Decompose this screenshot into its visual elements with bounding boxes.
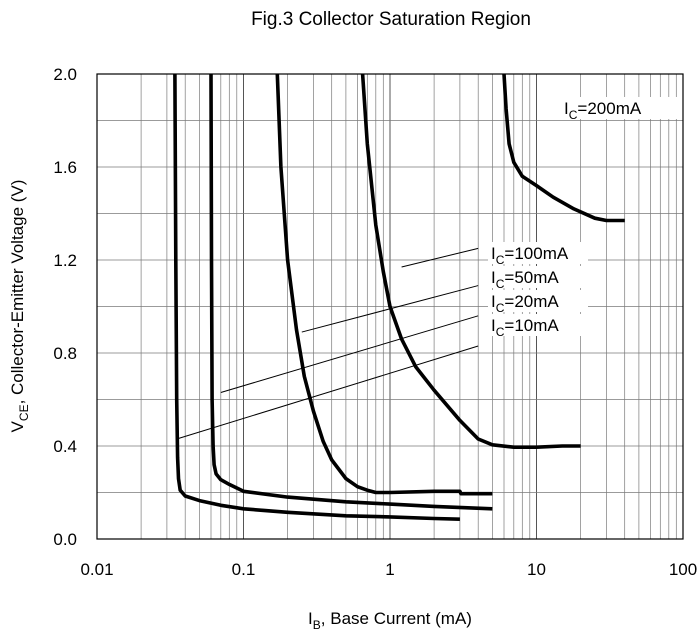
series-leader-line xyxy=(220,315,479,394)
series-label: IC=10mA xyxy=(491,316,559,339)
plot-border xyxy=(96,73,684,540)
y-axis-label-main: V xyxy=(8,420,27,432)
series-leader-line xyxy=(301,285,479,333)
axis-labels: IB, Base Current (mA) VCE, Collector-Emit… xyxy=(8,180,472,632)
y-axis-label-subscript: CE xyxy=(17,404,31,421)
series-curve xyxy=(275,73,493,496)
plot-frame xyxy=(96,73,684,540)
series-label-main: I xyxy=(564,99,569,118)
y-tick-label: 1.6 xyxy=(53,158,77,177)
series-label-subscript: C xyxy=(496,277,505,291)
series-curves xyxy=(173,73,625,521)
x-tick-label: 0.01 xyxy=(80,560,113,579)
series-label-subscript: C xyxy=(569,108,578,122)
series-curve xyxy=(173,73,460,521)
series-label: IC=100mA xyxy=(491,244,569,267)
series-curve xyxy=(502,73,625,223)
series-label-subscript: C xyxy=(496,253,505,267)
x-tick-label: 0.1 xyxy=(232,560,256,579)
y-tick-label: 0.4 xyxy=(53,437,77,456)
y-tick-label: 1.2 xyxy=(53,251,77,270)
series-curve xyxy=(360,73,581,450)
series-label-bg xyxy=(488,314,588,336)
x-tick-label: 100 xyxy=(669,560,697,579)
x-axis-label-subscript: B xyxy=(313,618,321,632)
series-label-rest: =200mA xyxy=(577,99,641,118)
x-axis-label-main: I xyxy=(308,609,313,628)
series-label-main: I xyxy=(491,268,496,287)
series-label-rest: =50mA xyxy=(504,268,559,287)
tick-labels: 0.01 0.1 1 10 100 0.0 0.4 0.8 1.2 1.6 2.0 xyxy=(53,65,697,579)
y-axis-label: VCE, Collector-Emitter Voltage (V) xyxy=(8,180,31,433)
series-label-rest: =20mA xyxy=(504,292,559,311)
series-label-rest: =10mA xyxy=(504,316,559,335)
y-tick-label: 0.8 xyxy=(53,344,77,363)
series-label-subscript: C xyxy=(496,301,505,315)
series-label-bg xyxy=(488,290,588,312)
series-label-subscript: C xyxy=(496,325,505,339)
series-curve xyxy=(209,73,493,511)
series-label: IC=50mA xyxy=(491,268,559,291)
x-axis-label-rest: , Base Current (mA) xyxy=(321,609,472,628)
y-tick-label: 0.0 xyxy=(53,530,77,549)
series-leader-line xyxy=(401,247,479,268)
chart-title: Fig.3 Collector Saturation Region xyxy=(251,9,531,30)
y-tick-label: 2.0 xyxy=(53,65,77,84)
series-label-main: I xyxy=(491,316,496,335)
series-label-rest: =100mA xyxy=(504,244,568,263)
x-axis-label: IB, Base Current (mA) xyxy=(308,609,472,632)
series-label-bg xyxy=(561,97,677,119)
y-axis-label-rest: , Collector-Emitter Voltage (V) xyxy=(8,180,27,405)
series-leader-line xyxy=(176,345,479,440)
series-label-bg xyxy=(488,266,588,288)
series-label: IC=200mA xyxy=(564,99,642,122)
series-label-main: I xyxy=(491,292,496,311)
series-label: IC=20mA xyxy=(491,292,559,315)
x-tick-label: 1 xyxy=(385,560,394,579)
series-label-bg xyxy=(488,242,588,264)
series-label-main: I xyxy=(491,244,496,263)
x-tick-label: 10 xyxy=(527,560,546,579)
